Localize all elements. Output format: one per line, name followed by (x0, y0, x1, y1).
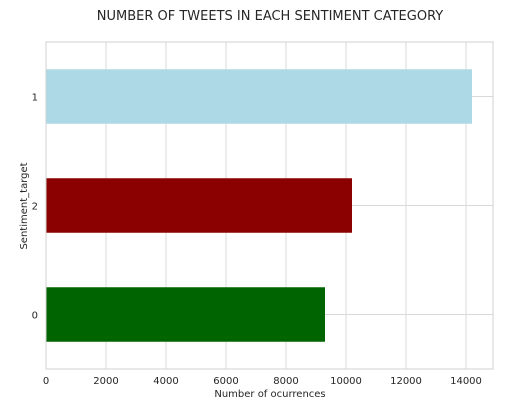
bar-2 (46, 178, 352, 233)
x-axis-label: Number of ocurrences (214, 389, 325, 400)
x-tick-label: 14000 (450, 376, 482, 387)
y-tick-label: 1 (32, 93, 38, 104)
plot-frame (45, 41, 494, 370)
x-tick-label: 10000 (330, 376, 362, 387)
x-tick-label: 12000 (390, 376, 422, 387)
x-tick-label: 0 (43, 376, 49, 387)
bar-1 (46, 69, 472, 124)
chart-title: NUMBER OF TWEETS IN EACH SENTIMENT CATEG… (97, 9, 444, 24)
bars (46, 69, 472, 342)
y-axis-label: Sentiment_target (19, 162, 30, 249)
y-tick-label: 0 (32, 311, 38, 322)
y-axis-ticks: 1 2 0 (32, 93, 38, 322)
y-tick-label: 2 (32, 202, 38, 213)
bar-0 (46, 287, 325, 342)
x-axis-ticks: 0 2000 4000 6000 8000 10000 12000 14000 (43, 376, 482, 387)
x-tick-label: 6000 (213, 376, 238, 387)
x-tick-label: 2000 (93, 376, 118, 387)
x-tick-label: 8000 (273, 376, 298, 387)
x-tick-label: 4000 (153, 376, 178, 387)
